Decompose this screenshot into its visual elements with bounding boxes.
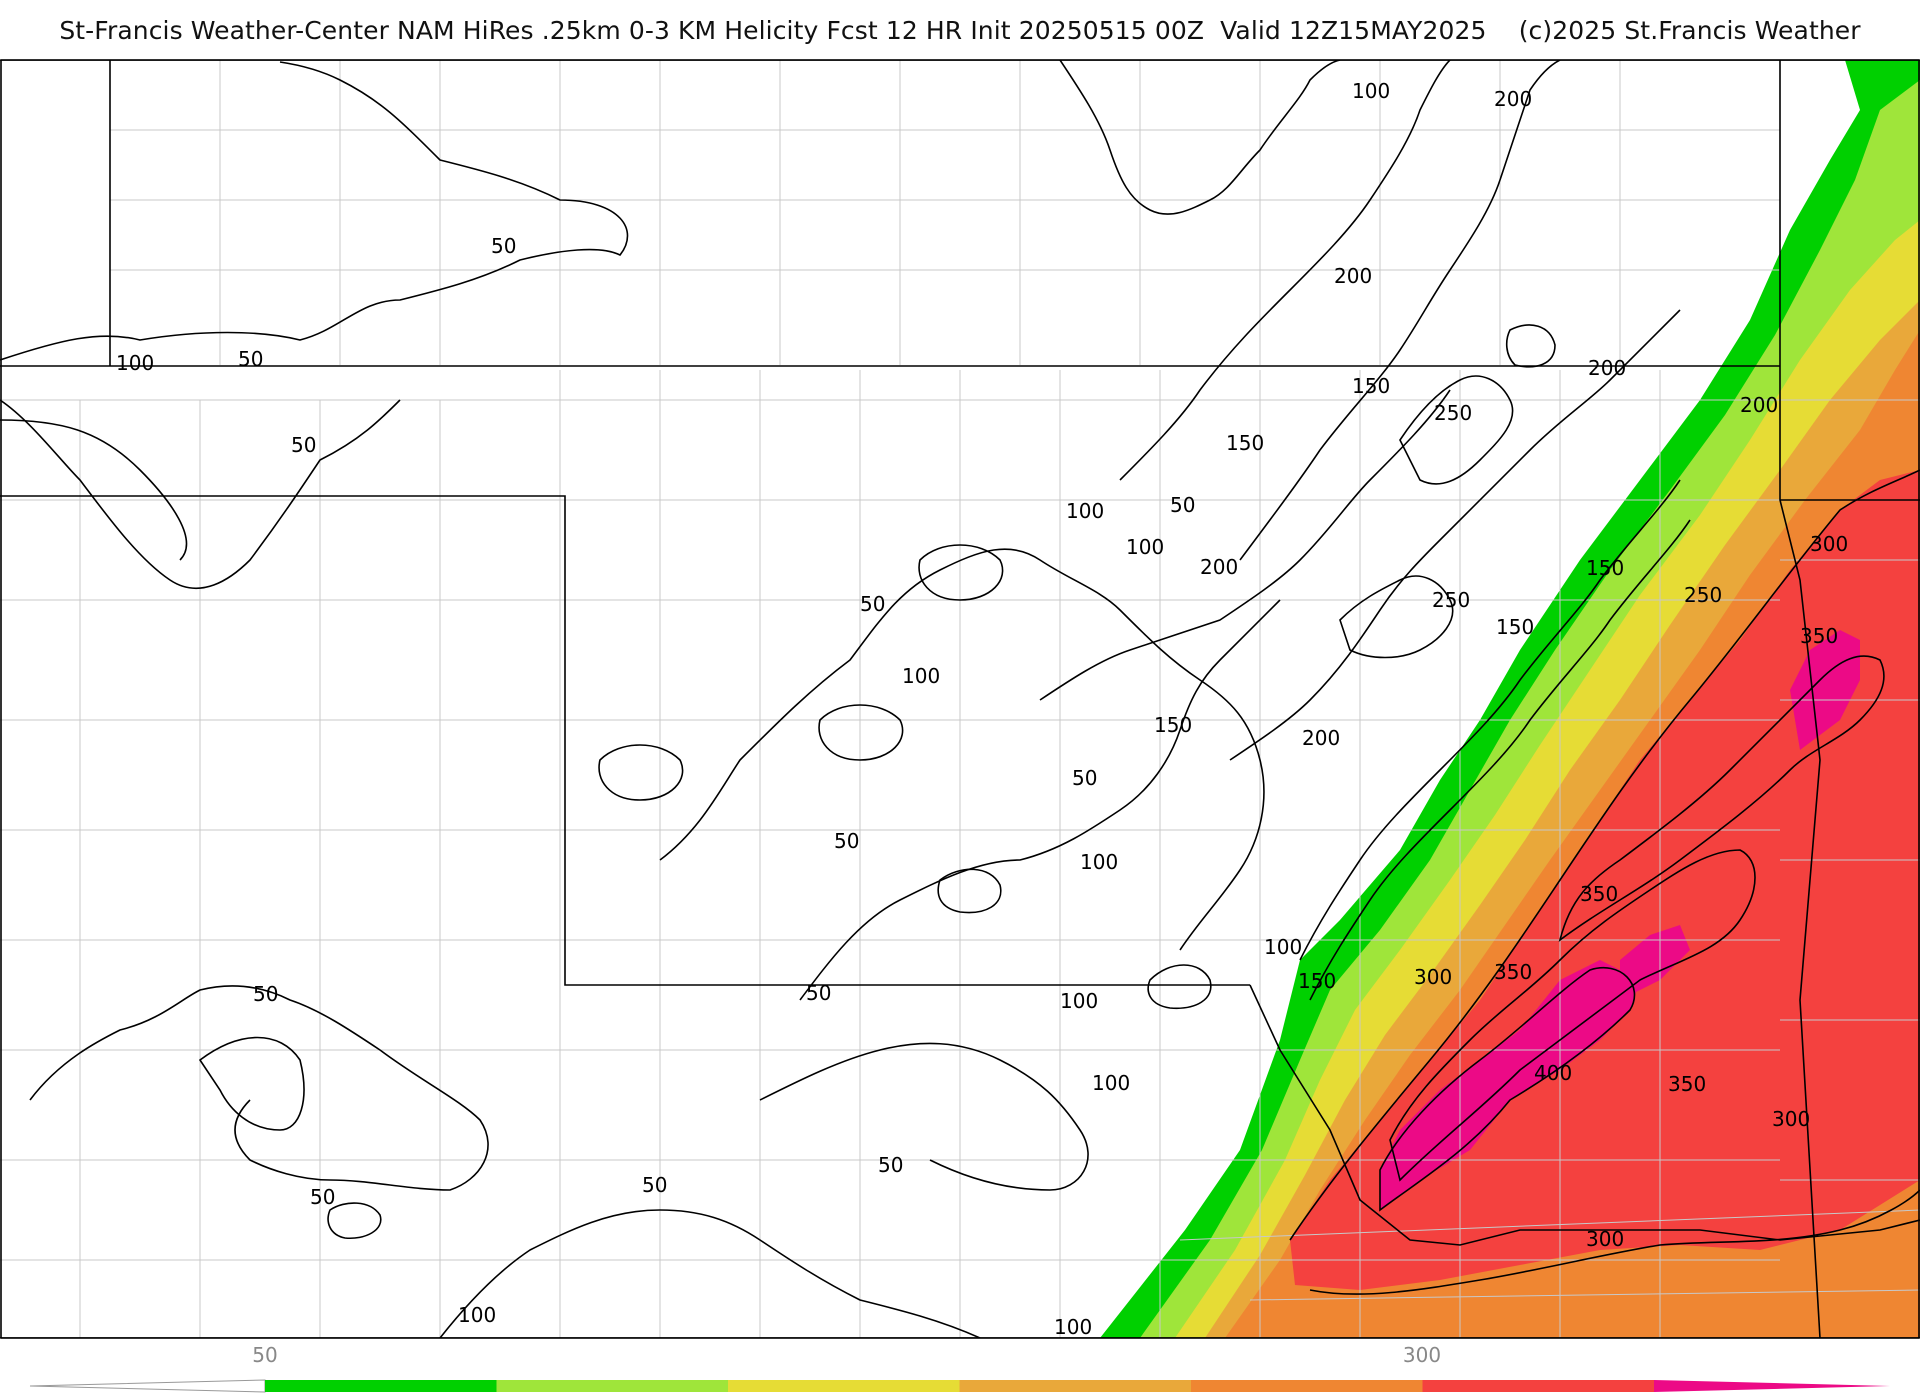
colorbar-segment [1191, 1380, 1423, 1392]
colorbar-segment [496, 1380, 728, 1392]
contour-50-central2 [759, 1042, 1089, 1191]
contour-label: 200 [1588, 356, 1626, 380]
contour-label: 100 [1080, 850, 1118, 874]
contour-50-center [659, 548, 1265, 951]
contour-100-ne [1059, 60, 1341, 215]
contour-label: 100 [1264, 935, 1302, 959]
contour-label: 200 [1740, 393, 1778, 417]
contour-label: 50 [878, 1153, 903, 1177]
contour-label: 50 [238, 347, 263, 371]
colorbar-extend-high [1654, 1380, 1890, 1392]
contour-label: 350 [1668, 1072, 1706, 1096]
contour-label: 150 [1226, 431, 1264, 455]
contour-label: 150 [1352, 374, 1390, 398]
contour-small-4 [327, 1202, 382, 1240]
contour-300-se [1289, 469, 1920, 1241]
contour-label: 100 [1352, 79, 1390, 103]
contour-label: 200 [1494, 87, 1532, 111]
contour-label: 100 [1126, 535, 1164, 559]
contour-label: 250 [1434, 401, 1472, 425]
contour-label: 50 [1170, 493, 1195, 517]
map-frame [0, 59, 1920, 1339]
contour-100-east [1299, 479, 1681, 961]
contour-label: 50 [1072, 766, 1097, 790]
colorbar-extend-low [29, 1379, 266, 1393]
contour-small-5 [1505, 324, 1556, 368]
contour-250b [1339, 575, 1454, 659]
contour-small-7 [937, 868, 1002, 914]
contour-label: 100 [1060, 989, 1098, 1013]
colorbar-segment [959, 1380, 1191, 1392]
contour-label: 350 [1494, 960, 1532, 984]
contour-label: 150 [1496, 615, 1534, 639]
fill-band-350c [1790, 630, 1860, 750]
contour-label: 150 [1586, 556, 1624, 580]
contour-label: 400 [1534, 1061, 1572, 1085]
contour-300-se2 [1309, 1189, 1920, 1295]
contour-lines [0, 60, 1920, 1338]
contour-label: 250 [1432, 588, 1470, 612]
contour-150-east [1309, 519, 1691, 1001]
contour-label: 350 [1580, 882, 1618, 906]
contour-200-mid [1229, 309, 1681, 761]
contour-label-layer: 100 200 50 200 100 50 50 150 200 150 250… [116, 79, 1848, 1339]
contour-label: 200 [1200, 555, 1238, 579]
contour-label: 50 [806, 981, 831, 1005]
contour-label: 300 [1586, 1227, 1624, 1251]
contour-label: 50 [491, 234, 516, 258]
contour-small-6 [1147, 964, 1212, 1010]
contour-label: 100 [458, 1303, 496, 1327]
contour-label: 100 [116, 351, 154, 375]
contour-100-center [799, 599, 1281, 1001]
contour-label: 50 [642, 1173, 667, 1197]
contour-label: 100 [1092, 1071, 1130, 1095]
contour-small-2 [818, 704, 904, 761]
contour-50-north [0, 61, 629, 361]
contour-label: 150 [1154, 713, 1192, 737]
contour-label: 50 [834, 829, 859, 853]
colorbar-tick-50: 50 [252, 1343, 278, 1367]
contour-50-sw2 [198, 1036, 305, 1131]
contour-label: 100 [1054, 1315, 1092, 1339]
contour-label: 300 [1810, 532, 1848, 556]
contour-label: 100 [902, 664, 940, 688]
contour-label: 300 [1772, 1107, 1810, 1131]
map-title: St-Francis Weather-Center NAM HiRes .25k… [59, 16, 1861, 45]
contour-label: 50 [860, 592, 885, 616]
contour-150-ne [1119, 60, 1451, 481]
contour-label: 50 [253, 982, 278, 1006]
contour-label: 200 [1334, 264, 1372, 288]
contour-150-mid [1039, 389, 1451, 701]
colorbar-segment [1422, 1380, 1654, 1392]
contour-350-se [1389, 849, 1756, 1182]
contour-small-1 [598, 744, 684, 801]
contour-50-sw [29, 985, 489, 1191]
colorbar-segment [265, 1380, 497, 1392]
contour-small-3 [918, 544, 1004, 601]
contour-label: 200 [1302, 726, 1340, 750]
contour-label: 50 [310, 1185, 335, 1209]
fill-band-350a [1380, 960, 1640, 1210]
contour-350-se2 [1558, 655, 1885, 942]
contour-200-ne [1239, 60, 1561, 561]
contour-100-nw [0, 419, 188, 561]
contour-label: 50 [291, 433, 316, 457]
contour-label: 250 [1684, 583, 1722, 607]
contour-400 [1379, 967, 1636, 1212]
contour-label: 300 [1414, 965, 1452, 989]
helicity-fill [1100, 60, 1920, 1338]
colorbar-tick-300: 300 [1402, 1343, 1442, 1367]
contour-250 [1399, 375, 1514, 485]
contour-50-west [0, 399, 401, 590]
colorbar [29, 1379, 1890, 1393]
contour-label: 100 [1066, 499, 1104, 523]
contour-label: 150 [1298, 969, 1336, 993]
contour-label: 350 [1800, 624, 1838, 648]
colorbar-segment [728, 1380, 960, 1392]
county-lines [0, 60, 1920, 1338]
contour-100-sw [439, 1209, 981, 1338]
